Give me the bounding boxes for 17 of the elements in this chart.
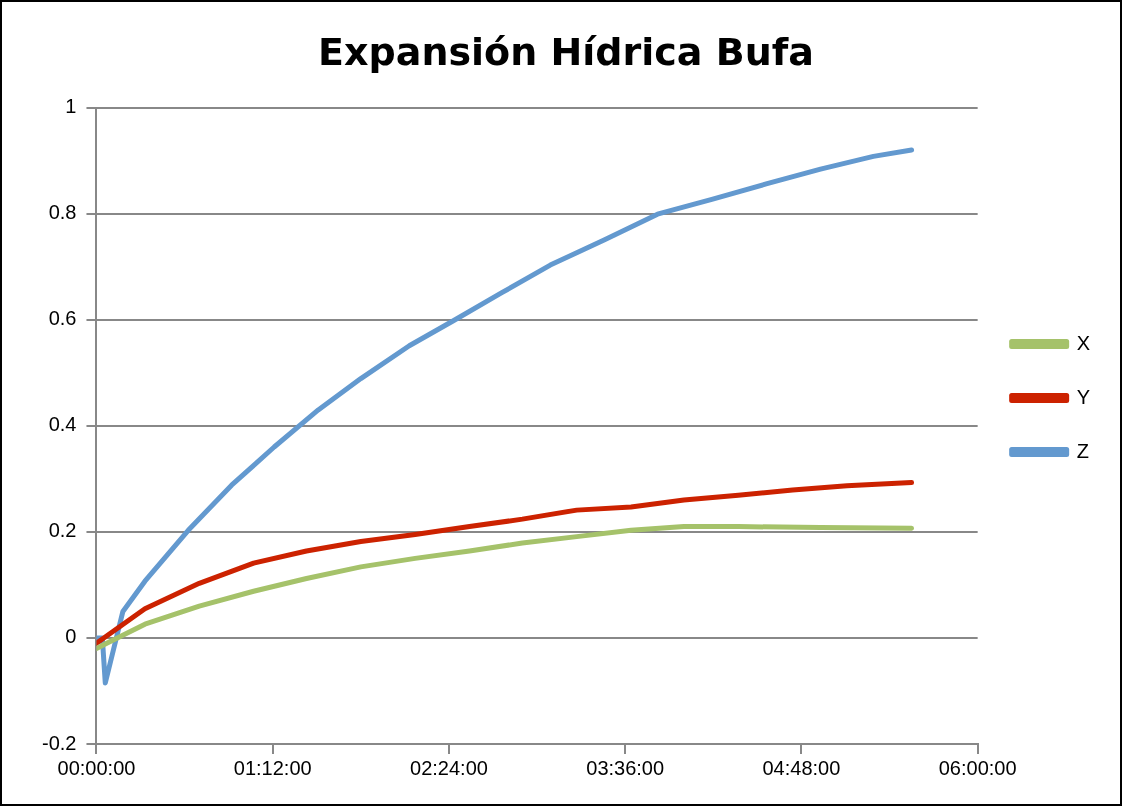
y-tick-label: 0 xyxy=(65,625,77,648)
y-tick-label: 0.2 xyxy=(48,519,77,542)
x-tick-label: 06:00:00 xyxy=(938,756,1017,779)
x-tick-label: 01:12:00 xyxy=(233,756,312,779)
y-tick-label: 1 xyxy=(65,95,77,118)
y-tick-label: 0.6 xyxy=(48,307,77,330)
x-tick-label: 04:48:00 xyxy=(762,756,841,779)
legend-label: Z xyxy=(1076,439,1089,462)
y-tick-label: -0.2 xyxy=(41,731,77,754)
x-tick-label: 03:36:00 xyxy=(586,756,665,779)
chart-title: Expansión Hídrica Bufa xyxy=(318,29,814,74)
legend-label: X xyxy=(1076,331,1090,354)
y-tick-label: 0.4 xyxy=(48,413,77,436)
y-tick-label: 0.8 xyxy=(48,201,77,224)
x-tick-label: 02:24:00 xyxy=(410,756,488,779)
legend-label: Y xyxy=(1076,385,1090,408)
x-tick-label: 00:00:00 xyxy=(57,756,136,779)
